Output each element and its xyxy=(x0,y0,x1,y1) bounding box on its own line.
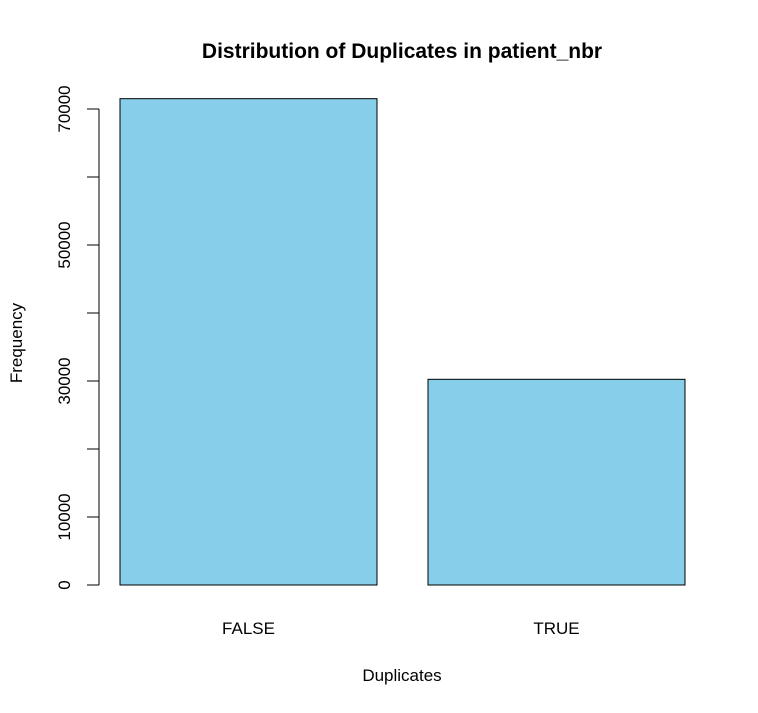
y-axis-label: Frequency xyxy=(7,302,26,383)
x-tick-label-false: FALSE xyxy=(222,619,275,638)
x-axis-label: Duplicates xyxy=(362,666,441,685)
y-tick-label-0: 0 xyxy=(55,580,74,589)
y-tick-label-30000: 30000 xyxy=(55,357,74,404)
x-tick-label-true: TRUE xyxy=(533,619,579,638)
bars-group xyxy=(119,98,686,586)
bar-true xyxy=(427,378,686,586)
y-axis: 0 10000 30000 50000 70000 xyxy=(55,85,100,590)
y-tick-label-10000: 10000 xyxy=(55,493,74,540)
y-tick-label-50000: 50000 xyxy=(55,221,74,268)
y-tick-label-70000: 70000 xyxy=(55,85,74,132)
chart-title: Distribution of Duplicates in patient_nb… xyxy=(202,40,602,63)
bar-false xyxy=(119,98,378,586)
x-tick-labels: FALSE TRUE xyxy=(222,619,580,638)
